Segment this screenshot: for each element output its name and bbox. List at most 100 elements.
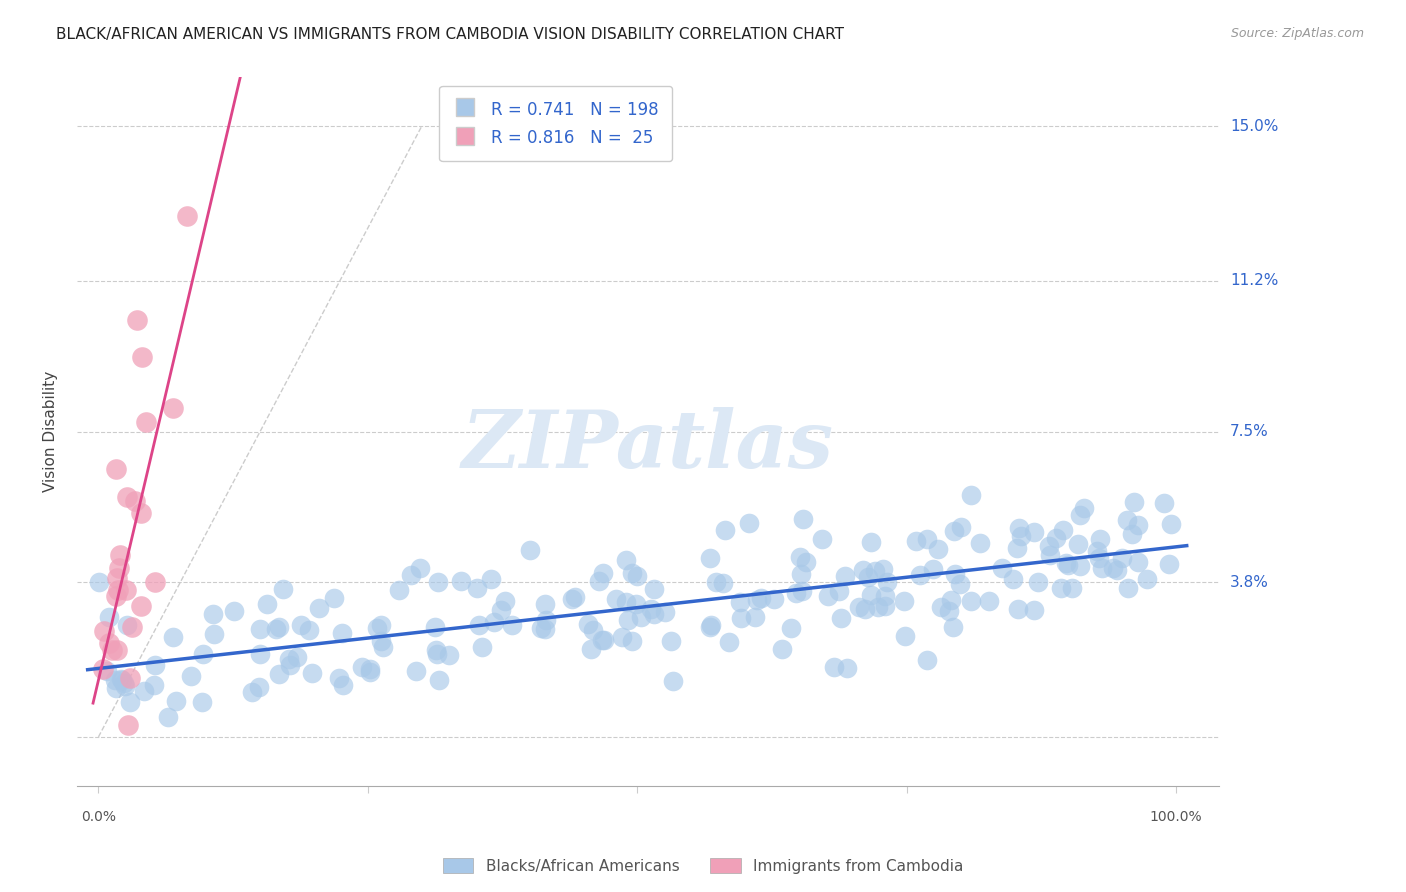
Point (1160, 516, 1182, 531)
Point (1088, 532, 1111, 546)
Point (960, 594, 983, 608)
Point (1087, 551, 1109, 566)
Point (794, 555, 817, 569)
Point (222, 604, 245, 618)
Point (949, 576, 972, 591)
Point (728, 595, 751, 609)
Point (330, 625, 353, 640)
Point (730, 611, 752, 625)
Point (904, 533, 927, 548)
Point (494, 594, 516, 608)
Text: 7.5%: 7.5% (1230, 424, 1268, 439)
Point (93, 624, 115, 639)
Point (501, 618, 523, 632)
Point (1126, 517, 1149, 532)
Point (256, 597, 278, 611)
Point (811, 532, 834, 546)
Point (427, 673, 450, 687)
Point (942, 620, 965, 634)
Point (564, 591, 586, 605)
Point (605, 592, 627, 607)
Point (519, 542, 541, 557)
Point (1121, 527, 1143, 541)
Point (588, 574, 610, 589)
Point (108, 548, 131, 562)
Point (617, 613, 640, 627)
Point (242, 684, 264, 698)
Point (915, 532, 938, 546)
Point (991, 560, 1014, 574)
Point (823, 660, 845, 674)
Point (110, 672, 132, 686)
Point (131, 350, 153, 364)
Point (789, 549, 811, 564)
Point (114, 679, 136, 693)
Point (370, 617, 392, 632)
Point (1069, 559, 1091, 574)
Point (98, 610, 121, 624)
Point (156, 709, 179, 723)
Point (1054, 556, 1077, 570)
Point (1111, 551, 1133, 566)
Point (1039, 548, 1062, 562)
Point (876, 575, 898, 590)
Point (104, 673, 127, 688)
Text: Source: ZipAtlas.com: Source: ZipAtlas.com (1230, 27, 1364, 40)
Point (101, 643, 124, 657)
Point (301, 666, 323, 681)
Point (792, 512, 814, 526)
Point (489, 603, 512, 617)
Point (267, 620, 290, 634)
Point (1001, 572, 1024, 586)
Point (1091, 561, 1114, 575)
Point (835, 661, 858, 675)
Point (1073, 500, 1095, 515)
Point (779, 621, 801, 635)
Point (582, 623, 605, 637)
Point (1008, 521, 1031, 535)
Text: 100.0%: 100.0% (1150, 810, 1202, 824)
Point (249, 622, 271, 636)
Text: 15.0%: 15.0% (1230, 119, 1278, 134)
Point (105, 643, 128, 657)
Point (323, 591, 346, 606)
Point (706, 574, 728, 589)
Point (370, 634, 392, 648)
Point (470, 640, 492, 655)
Point (479, 572, 502, 586)
Point (856, 569, 879, 583)
Point (105, 462, 128, 476)
Point (770, 642, 793, 657)
Point (308, 601, 330, 615)
Point (530, 621, 553, 635)
Point (614, 552, 637, 566)
Point (592, 566, 614, 580)
Point (427, 574, 450, 589)
Point (576, 617, 599, 632)
Point (1123, 495, 1146, 509)
Point (247, 681, 270, 695)
Point (1159, 557, 1181, 571)
Point (790, 567, 813, 582)
Point (859, 534, 882, 549)
Point (129, 506, 152, 520)
Point (621, 566, 644, 580)
Point (1069, 508, 1091, 522)
Point (105, 681, 128, 696)
Point (1116, 581, 1139, 595)
Point (714, 523, 737, 537)
Point (630, 610, 652, 624)
Y-axis label: Vision Disability: Vision Disability (44, 371, 58, 492)
Point (872, 562, 894, 576)
Point (111, 673, 134, 687)
Point (579, 642, 602, 657)
Point (1153, 496, 1175, 510)
Point (893, 594, 915, 608)
Point (426, 647, 449, 661)
Point (1116, 512, 1139, 526)
Point (745, 592, 768, 607)
Point (860, 588, 883, 602)
Point (285, 650, 308, 665)
Point (278, 651, 301, 665)
Point (202, 626, 225, 640)
